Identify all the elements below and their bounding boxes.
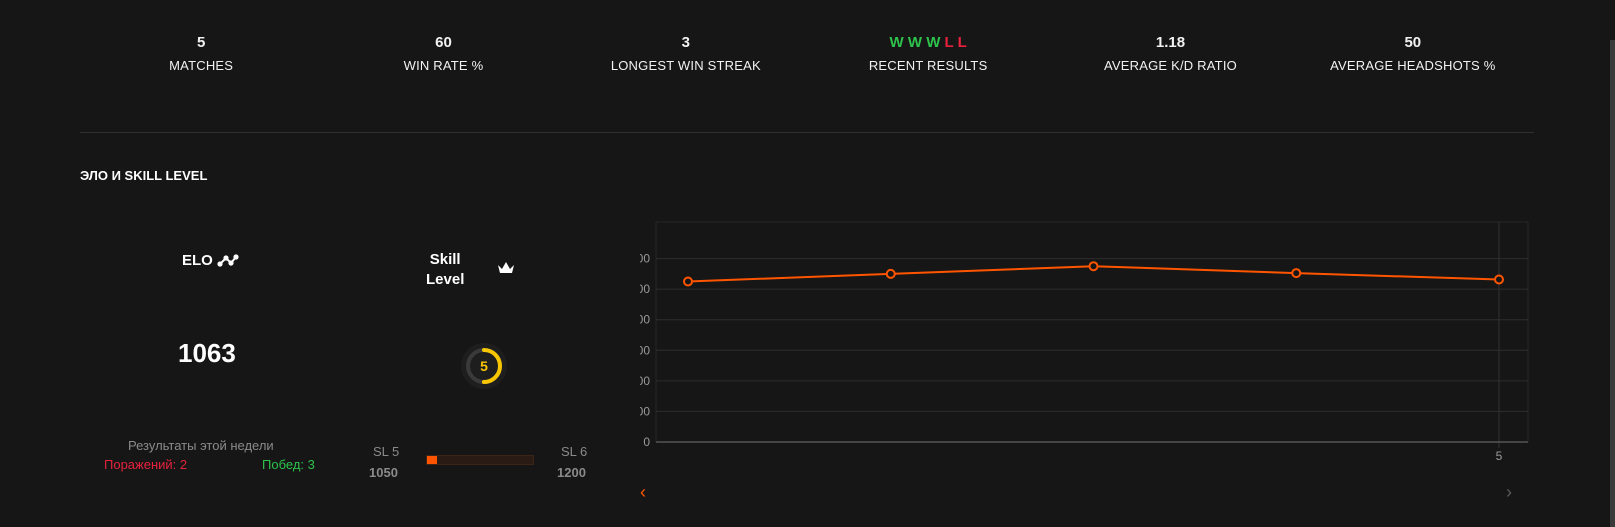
stat-longest-streak: 3 LONGEST WIN STREAK <box>565 34 807 73</box>
y-tick-label: 1000 <box>640 282 650 296</box>
y-tick-label: 1200 <box>640 252 650 266</box>
stat-value: 1.18 <box>1155 34 1186 51</box>
scrollbar[interactable] <box>1610 40 1615 527</box>
y-tick-label: 800 <box>640 313 650 327</box>
elo-chart: 0 200 400 600 800 1000 1200 5 <box>640 221 1529 463</box>
divider <box>80 132 1534 133</box>
y-tick-label: 400 <box>640 374 650 388</box>
stat-value: 60 <box>435 34 452 51</box>
result-win: W <box>889 34 904 51</box>
sl-to-value: 1200 <box>557 465 586 480</box>
y-tick-label: 0 <box>643 435 650 449</box>
stat-win-rate: 60 WIN RATE % <box>322 34 564 73</box>
recent-results: W W W L L <box>807 34 1049 52</box>
sl-to-label: SL 6 <box>561 444 588 459</box>
skill-arc <box>466 348 502 384</box>
result-win: W <box>907 34 923 51</box>
stat-label: LONGEST WIN STREAK <box>610 58 761 73</box>
y-tick-label: 600 <box>640 343 650 357</box>
week-results-title: Результаты этой недели <box>128 438 274 453</box>
stat-recent-results: W W W L L RECENT RESULTS <box>807 34 1049 73</box>
stat-headshots: 50 AVERAGE HEADSHOTS % <box>1292 34 1534 73</box>
elo-header: ELO <box>182 252 239 269</box>
week-wins: Побед: 3 <box>262 457 315 472</box>
data-point <box>1088 261 1099 272</box>
stat-label: MATCHES <box>169 58 234 73</box>
skill-level-header: Skill Level <box>426 250 464 290</box>
stat-matches: 5 MATCHES <box>80 34 322 73</box>
sl-from-value: 1050 <box>369 465 398 480</box>
skill-label-line2: Level <box>426 271 465 288</box>
sl-from-label: SL 5 <box>373 444 400 459</box>
crown-icon <box>498 262 514 273</box>
x-tick-label: 5 <box>1496 449 1503 463</box>
elo-value: 1063 <box>178 338 236 368</box>
stat-kd-ratio: 1.18 AVERAGE K/D RATIO <box>1049 34 1291 73</box>
stat-value: 3 <box>681 34 690 51</box>
y-tick-label: 200 <box>640 404 650 418</box>
stat-label: WIN RATE % <box>403 58 484 73</box>
data-point <box>885 268 896 279</box>
stat-value: 50 <box>1404 34 1422 51</box>
graph-nodes-icon <box>217 253 239 267</box>
week-losses: Поражений: 2 <box>104 457 188 472</box>
chevron-right-icon[interactable]: › <box>1506 482 1512 502</box>
data-point <box>1494 274 1504 285</box>
chevron-left-icon[interactable]: ‹ <box>640 482 646 502</box>
data-point <box>683 276 693 287</box>
elo-label: ELO <box>182 252 213 269</box>
stat-label: RECENT RESULTS <box>868 58 988 73</box>
result-win: W <box>926 34 941 51</box>
section-title: ЭЛО И SKILL LEVEL <box>80 168 208 183</box>
result-loss: L <box>944 34 954 51</box>
skill-level-badge: 5 <box>461 343 507 389</box>
stat-label: AVERAGE HEADSHOTS % <box>1330 58 1496 73</box>
sl-progress-bar <box>426 455 534 465</box>
stat-label: AVERAGE K/D RATIO <box>1104 58 1237 73</box>
stats-row: 5 MATCHES 60 WIN RATE % 3 LONGEST WIN ST… <box>80 34 1534 73</box>
stat-value: 5 <box>196 34 206 51</box>
skill-label-line1: Skill <box>429 251 461 268</box>
result-loss: L <box>957 34 967 51</box>
data-point <box>1291 268 1302 279</box>
skill-level-value: 5 <box>480 358 488 374</box>
sl-progress-fill <box>427 456 437 464</box>
